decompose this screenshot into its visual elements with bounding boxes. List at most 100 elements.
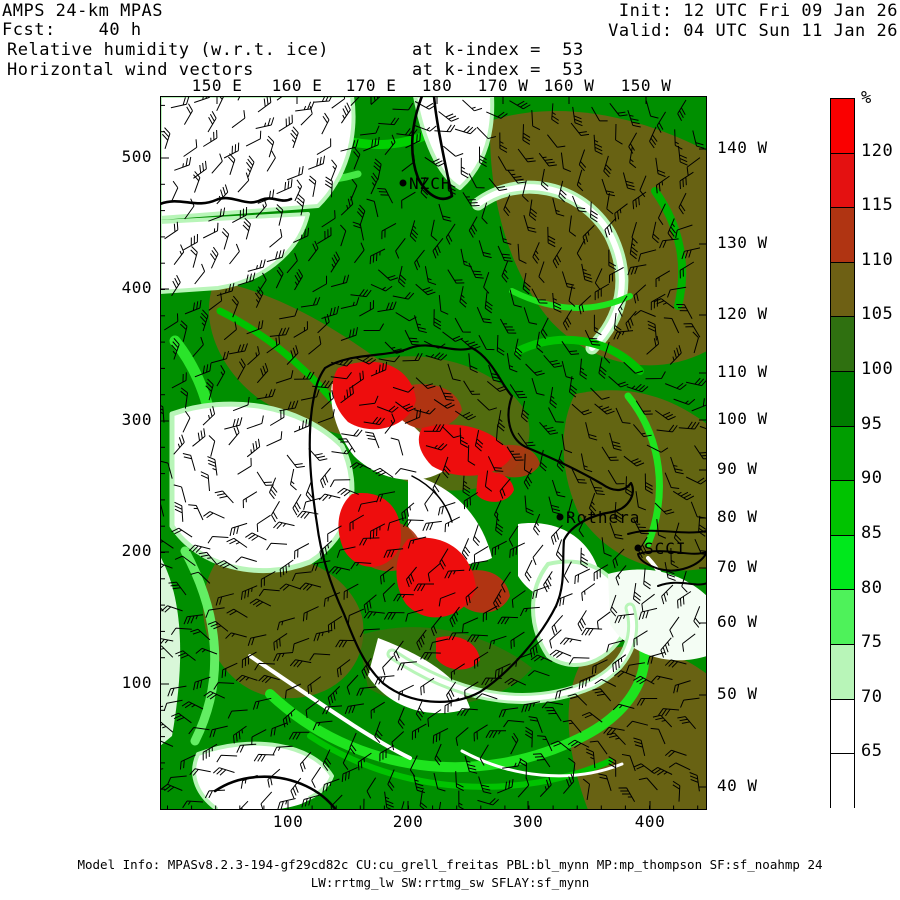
wind-barb: [257, 96, 272, 113]
wind-barb-glyph: [659, 238, 679, 249]
wind-barb-glyph: [392, 386, 415, 393]
wind-barb: [356, 204, 366, 227]
wind-barb: [639, 175, 647, 198]
wind-barb-glyph: [331, 447, 353, 455]
wind-barb: [429, 638, 449, 651]
wind-barb: [278, 114, 293, 132]
wind-barb-glyph: [246, 320, 264, 335]
wind-barb-glyph: [562, 719, 582, 733]
wind-barb: [577, 610, 587, 632]
wind-barb-glyph: [254, 286, 264, 308]
wind-barb: [589, 740, 608, 755]
wind-barb-glyph: [499, 318, 517, 334]
wind-barb-glyph: [669, 345, 682, 365]
wind-barb: [609, 522, 624, 540]
wind-barb-glyph: [679, 171, 694, 190]
wind-barb: [256, 388, 276, 400]
wind-barb-glyph: [313, 629, 333, 642]
wind-barb: [523, 468, 533, 490]
wind-barb: [568, 657, 590, 665]
wind-barb: [517, 432, 536, 447]
wind-barb-glyph: [464, 681, 479, 699]
wind-barb: [561, 433, 573, 454]
wind-barb: [634, 309, 656, 317]
wind-barb: [555, 539, 564, 562]
wind-barb: [532, 753, 551, 768]
wind-barb: [387, 769, 395, 792]
wind-barb-glyph: [277, 798, 296, 810]
wind-barb: [258, 588, 280, 597]
wind-barb-glyph: [203, 691, 226, 700]
wind-barb-glyph: [584, 329, 601, 346]
wind-barb-glyph: [331, 96, 346, 109]
wind-barb-glyph: [645, 371, 666, 380]
wind-barb-glyph: [633, 518, 650, 535]
wind-barb-glyph: [495, 514, 504, 536]
wind-barb: [226, 537, 248, 548]
wind-barb: [618, 295, 628, 317]
wind-barb-glyph: [293, 321, 308, 338]
wind-barb: [374, 675, 395, 685]
wind-barb-glyph: [327, 525, 342, 542]
wind-barb: [699, 425, 707, 433]
wind-barb: [467, 445, 476, 466]
wind-barb-glyph: [224, 417, 243, 430]
wind-barb: [384, 413, 396, 434]
wind-barb-glyph: [615, 407, 631, 424]
wind-barb: [247, 346, 260, 366]
wind-barb: [608, 376, 629, 388]
wind-barb-glyph: [381, 222, 397, 240]
wind-barb: [462, 475, 471, 497]
wind-barb-glyph: [241, 651, 257, 668]
wind-barb-glyph: [216, 560, 238, 570]
wind-barb: [523, 307, 538, 325]
wind-barb-glyph: [384, 413, 396, 434]
wind-barb-glyph: [349, 462, 372, 470]
wind-barb-glyph: [256, 388, 276, 400]
wind-barb: [576, 239, 586, 261]
wind-barb-glyph: [638, 249, 657, 262]
wind-barb: [615, 123, 623, 145]
wind-barb-glyph: [350, 96, 363, 106]
wind-barb-glyph: [633, 630, 648, 648]
wind-barb: [198, 551, 218, 565]
wind-barb: [321, 390, 334, 410]
wind-barb-glyph: [300, 389, 320, 401]
wind-barb-glyph: [171, 274, 181, 297]
station-label-nzch: NZCH: [409, 174, 452, 193]
colorbar-segment: [831, 153, 854, 209]
wind-barb: [581, 627, 603, 636]
wind-barb-glyph: [692, 331, 699, 354]
wind-barb: [576, 169, 584, 192]
wind-barb: [305, 479, 313, 502]
colorbar-segment: [831, 481, 854, 536]
rh-field-patch: [436, 636, 480, 670]
wind-barb: [322, 705, 343, 715]
wind-barb: [427, 709, 442, 727]
wind-barb-glyph: [483, 272, 490, 294]
wind-barb: [627, 110, 641, 128]
wind-barb: [366, 198, 379, 218]
wind-barb-glyph: [189, 768, 211, 776]
wind-barb-glyph: [694, 445, 707, 460]
wind-barb: [673, 522, 682, 545]
wind-barb: [582, 778, 591, 800]
wind-barb: [327, 686, 341, 706]
wind-barb: [392, 102, 414, 111]
wind-barb: [252, 697, 272, 710]
wind-barb-glyph: [356, 686, 377, 696]
wind-barb: [626, 383, 649, 393]
wind-barb-glyph: [384, 341, 405, 354]
wind-barb: [434, 124, 456, 133]
wind-barb-glyph: [439, 384, 455, 401]
wind-barb: [260, 571, 276, 588]
wind-barb: [455, 771, 464, 792]
wind-barb-glyph: [221, 227, 230, 250]
wind-barb-glyph: [398, 265, 407, 288]
wind-barb: [376, 405, 399, 413]
wind-barb-glyph: [374, 721, 383, 744]
wind-barb-glyph: [576, 239, 586, 261]
wind-barb-glyph: [523, 214, 537, 233]
rh-field-patch: [509, 288, 633, 311]
